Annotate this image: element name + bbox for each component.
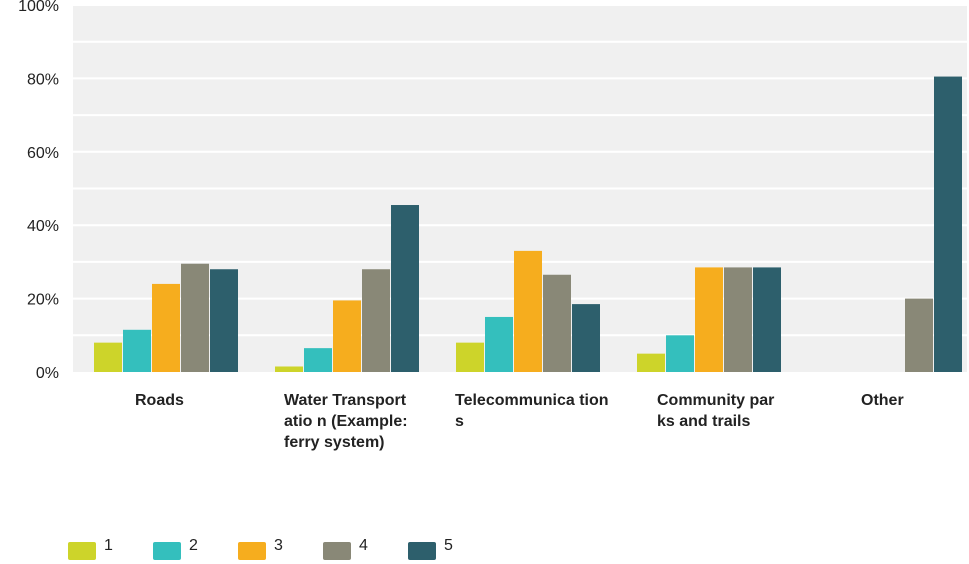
bar-2-4	[666, 335, 694, 372]
legend-label: 4	[359, 537, 368, 554]
bar-4-5	[905, 298, 933, 372]
bar-1-4	[637, 353, 665, 372]
bar-5-5	[934, 76, 962, 372]
bar-4-1	[181, 263, 209, 372]
y-tick-label: 40%	[27, 218, 59, 235]
legend-swatch	[323, 542, 351, 560]
bar-1-2	[275, 366, 303, 372]
legend-label: 3	[274, 537, 283, 554]
bar-1-3	[456, 342, 484, 372]
bar-1-1	[94, 342, 122, 372]
bar-5-2	[391, 205, 419, 372]
y-tick-label: 0%	[36, 365, 59, 382]
bar-2-2	[304, 348, 332, 372]
legend-swatch	[238, 542, 266, 560]
bar-3-4	[695, 267, 723, 372]
x-category-label: Roads	[135, 392, 184, 409]
legend-swatch	[153, 542, 181, 560]
bar-3-2	[333, 300, 361, 372]
legend-label: 1	[104, 537, 113, 554]
bar-3-1	[152, 283, 180, 372]
bar-5-1	[210, 269, 238, 372]
x-category-label: Water Transportatio n (Example: ferry sy…	[284, 392, 408, 451]
bar-5-4	[753, 267, 781, 372]
legend-swatch	[408, 542, 436, 560]
legend-swatch	[68, 542, 96, 560]
bar-2-1	[123, 329, 151, 372]
bar-5-3	[572, 304, 600, 372]
bar-4-3	[543, 274, 571, 372]
y-tick-label: 80%	[27, 71, 59, 88]
legend-label: 2	[189, 537, 198, 554]
bars	[94, 76, 962, 372]
x-category-label: Other	[861, 392, 904, 409]
x-category-label: Community parks and trails	[657, 392, 775, 430]
legend-label: 5	[444, 537, 453, 554]
bar-4-2	[362, 269, 390, 372]
y-axis: 0% 20% 40% 60% 80% 100%	[18, 0, 59, 382]
bar-2-3	[485, 316, 513, 372]
y-tick-label: 100%	[18, 0, 59, 15]
bar-4-4	[724, 267, 752, 372]
x-category-label: Telecommunica tions	[455, 392, 609, 430]
y-tick-label: 60%	[27, 145, 59, 162]
bar-3-3	[514, 250, 542, 372]
y-tick-label: 20%	[27, 292, 59, 309]
